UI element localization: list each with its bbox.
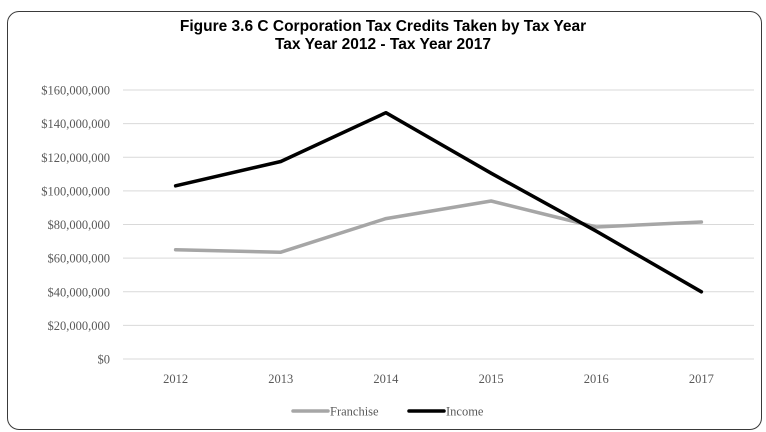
x-tick-label: 2016 (584, 372, 609, 386)
chart-subtitle: Tax Year 2012 - Tax Year 2017 (274, 36, 492, 53)
series-line-income (173, 110, 704, 294)
y-tick-label: $40,000,000 (48, 285, 111, 299)
y-axis-tick-labels: $0 $20,000,000 $40,000,000 $60,000,000 $80,0… (41, 84, 110, 367)
y-tick-label: $60,000,000 (48, 252, 111, 266)
chart-title-block: Figure 3.6 C Corporation Tax Credits Tak… (0, 18, 766, 54)
series-lines (173, 110, 704, 294)
y-tick-label: $20,000,000 (48, 319, 111, 333)
legend: Franchise Income (291, 405, 484, 419)
series-line-franchise (173, 199, 704, 254)
x-tick-label: 2013 (268, 372, 293, 386)
x-tick-label: 2014 (373, 372, 399, 386)
x-tick-label: 2012 (163, 372, 188, 386)
y-tick-label: $120,000,000 (41, 151, 110, 165)
chart-title: Figure 3.6 C Corporation Tax Credits Tak… (179, 18, 587, 35)
y-tick-label: $100,000,000 (41, 184, 110, 198)
y-tick-label: $80,000,000 (48, 218, 111, 232)
legend-item-income: Income (407, 405, 484, 419)
y-tick-label: $0 (98, 353, 111, 367)
x-tick-label: 2015 (479, 372, 504, 386)
legend-item-franchise: Franchise (291, 405, 379, 419)
x-tick-label: 2017 (689, 372, 714, 386)
legend-label: Income (446, 405, 484, 419)
x-axis-tick-labels: 2012 2013 2014 2015 2016 2017 (163, 372, 714, 386)
y-tick-label: $160,000,000 (41, 84, 110, 98)
legend-label: Franchise (330, 405, 379, 419)
y-tick-label: $140,000,000 (41, 117, 110, 131)
